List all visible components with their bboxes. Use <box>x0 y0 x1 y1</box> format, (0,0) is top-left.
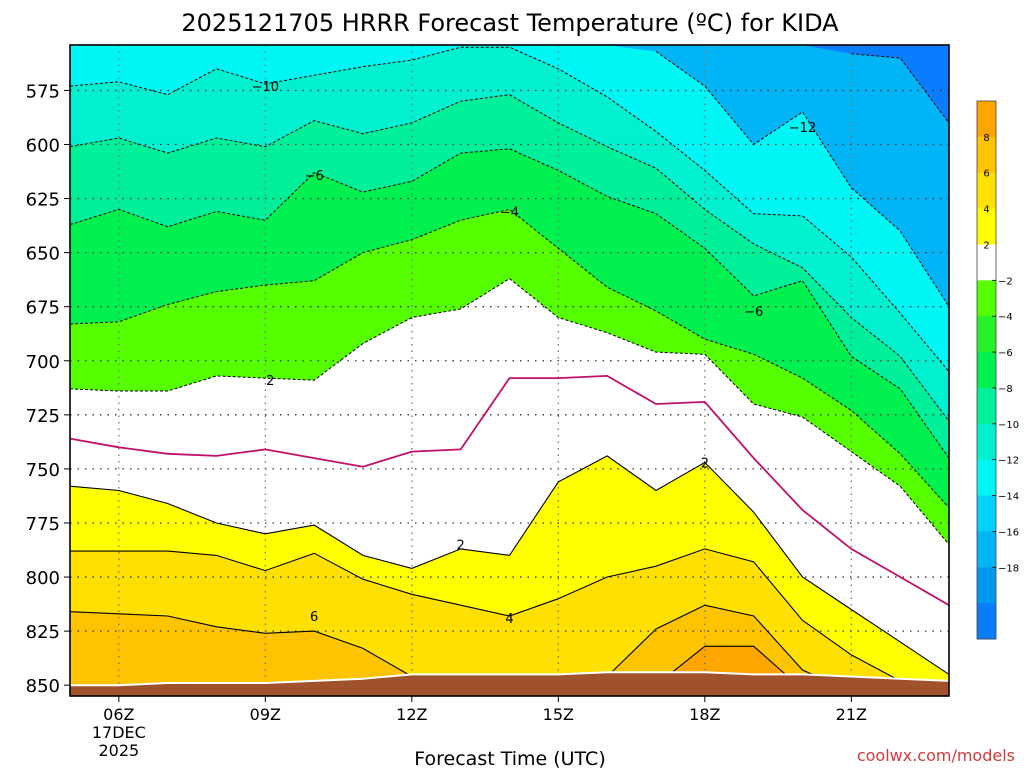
y-tick-label-825: 825 <box>26 622 60 643</box>
y-tick-label-625: 625 <box>26 190 60 211</box>
y-tick-label-800: 800 <box>26 568 60 589</box>
contour-label-9: 4 <box>505 612 513 627</box>
y-tick-label-700: 700 <box>26 352 60 373</box>
colorbar-swatch-6 <box>977 316 996 353</box>
contour-label-5: 2 <box>266 374 274 389</box>
colorbar-label-minus6: −6 <box>998 348 1013 359</box>
contour-label-7: 2 <box>701 456 709 471</box>
colorbar-label-minus16: −16 <box>998 527 1019 538</box>
colorbar-label-minus14: −14 <box>998 492 1019 503</box>
y-tick-label-650: 650 <box>26 244 60 265</box>
colorbar: 8 6 4 2 −2 −4 −6 −8 −10 −12 −14 −16 −18 <box>976 100 1019 640</box>
colorbar-label-4: 4 <box>983 205 989 216</box>
colorbar-swatch-7 <box>977 352 996 389</box>
x-tick-label-18Z: 18Z <box>689 705 720 724</box>
contour-label-0: −10 <box>252 80 279 95</box>
isotherm-lines <box>69 46 950 697</box>
isotherm-minus12 <box>655 51 950 307</box>
y-tick-label-675: 675 <box>26 298 60 319</box>
colorbar-swatch-11 <box>977 495 996 532</box>
y-tick-label-725: 725 <box>26 406 60 427</box>
colorbar-swatch-4 <box>977 244 996 281</box>
colorbar-swatch-14 <box>977 603 996 640</box>
colorbar-swatch-1 <box>977 136 996 174</box>
x-axis-label: Forecast Time (UTC) <box>414 748 605 768</box>
colorbar-swatch-9 <box>977 423 996 461</box>
colorbar-swatch-10 <box>977 459 996 497</box>
x-year-label: 2025 <box>98 741 139 760</box>
contour-label-4: −6 <box>744 305 763 320</box>
contour-label-3: −4 <box>500 206 519 221</box>
contour-labels: −10 −12 −6 −4 −6 2 2 2 6 4 <box>252 80 817 627</box>
colorbar-swatch-13 <box>977 567 996 604</box>
y-tick-label-600: 600 <box>26 135 60 156</box>
y-tick-label-775: 775 <box>26 514 60 535</box>
colorbar-swatch-8 <box>977 387 996 425</box>
isotherm-minus8 <box>69 94 950 422</box>
colorbar-label-8: 8 <box>983 133 989 144</box>
contour-label-8: 6 <box>310 610 318 625</box>
y-tick-label-750: 750 <box>26 460 60 481</box>
colorbar-swatch-2 <box>977 172 996 210</box>
isotherm-minus2 <box>69 277 950 545</box>
plot-frame <box>69 44 950 697</box>
chart-title: 2025121705 HRRR Forecast Temperature (ºC… <box>181 9 839 37</box>
isotherm-minus14 <box>851 53 950 124</box>
ground-edge <box>70 671 950 687</box>
colorbar-label-minus10: −10 <box>998 420 1019 431</box>
colorbar-swatch-3 <box>977 208 996 245</box>
contour-label-6: 2 <box>457 539 465 554</box>
colorbar-swatch-0 <box>977 101 996 138</box>
isotherm-2 <box>69 455 950 675</box>
isotherm-4 <box>70 548 950 691</box>
x-tick-label-21Z: 21Z <box>836 705 867 724</box>
colorbar-label-minus2: −2 <box>998 276 1013 287</box>
colorbar-swatch-12 <box>977 531 996 568</box>
x-tick-label-06Z: 06Z <box>103 705 134 724</box>
colorbar-label-2: 2 <box>983 240 989 251</box>
y-tick-label-850: 850 <box>26 676 60 697</box>
x-date-label: 17DEC <box>92 723 146 742</box>
colorbar-label-6: 6 <box>983 169 989 180</box>
contour-label-2: −6 <box>305 169 324 184</box>
contour-label-1: −12 <box>789 121 816 136</box>
credit-text[interactable]: coolwx.com/models <box>857 746 1015 765</box>
isotherm-minus4 <box>69 208 950 509</box>
colorbar-label-minus12: −12 <box>998 456 1019 467</box>
x-tick-label-15Z: 15Z <box>543 705 574 724</box>
y-tick-label-575: 575 <box>26 81 60 102</box>
grid-lines <box>70 45 949 696</box>
colorbar-frame <box>976 100 997 640</box>
ground-fill <box>70 672 949 696</box>
colorbar-label-minus8: −8 <box>998 384 1013 395</box>
y-axis: 575 600 625 650 675 700 725 750 775 800 825 850 <box>26 81 70 697</box>
x-tick-label-09Z: 09Z <box>250 705 281 724</box>
isotherm-0 <box>69 374 950 606</box>
x-tick-label-12Z: 12Z <box>396 705 427 724</box>
ground-terrain <box>70 671 950 696</box>
temperature-fill-bands <box>70 45 949 697</box>
colorbar-swatch-5 <box>977 280 996 317</box>
colorbar-label-minus18: −18 <box>998 563 1019 574</box>
colorbar-label-minus4: −4 <box>998 312 1013 323</box>
